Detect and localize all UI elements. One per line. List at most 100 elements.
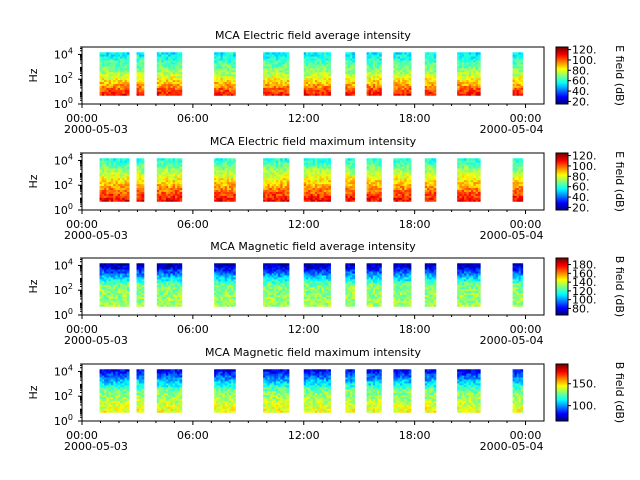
spectrogram-cell [466, 58, 470, 61]
colorbar-strip [556, 48, 568, 51]
spectrogram-cell [122, 173, 125, 177]
spectrogram-cell [393, 193, 396, 196]
spectrogram-cell [138, 73, 142, 77]
spectrogram-cell [473, 91, 477, 94]
spectrogram-cell [303, 71, 307, 75]
spectrogram-cell [273, 177, 277, 181]
spectrogram-cell [126, 164, 130, 167]
spectrogram-cell [379, 67, 382, 71]
spectrogram-cell [269, 77, 273, 81]
spectrogram-cell [115, 179, 119, 183]
spectrogram-cell [402, 164, 405, 167]
spectrogram-cell [170, 83, 174, 86]
spectrogram-cell [120, 89, 123, 92]
spectrogram-cell [319, 52, 323, 55]
spectrogram-cell [406, 77, 410, 81]
spectrogram-cell [269, 73, 273, 77]
spectrogram-cell [108, 298, 112, 301]
spectrogram-cell [138, 170, 142, 173]
spectrogram-cell [170, 65, 174, 69]
spectrogram-cell [177, 191, 180, 194]
spectrogram-cell [138, 54, 142, 57]
spectrogram-cell [406, 177, 410, 181]
spectrogram-cell [429, 197, 432, 200]
spectrogram-cell [424, 69, 428, 73]
spectrogram-cell [216, 65, 219, 69]
spectrogram-cell [433, 91, 437, 94]
spectrogram-cell [399, 56, 403, 59]
x-tick-label: 12:00 [288, 218, 320, 231]
spectrogram-cell [347, 199, 351, 202]
spectrogram-cell [368, 89, 372, 92]
spectrogram-cell [271, 77, 275, 81]
spectrogram-cell [305, 83, 309, 86]
spectrogram-cell [368, 195, 372, 198]
spectrogram-cell [475, 177, 479, 181]
spectrogram-cell [429, 91, 432, 94]
spectrogram-cell [516, 195, 520, 198]
spectrogram-cell [370, 64, 374, 67]
spectrogram-cell [347, 183, 351, 187]
spectrogram-cell [461, 185, 465, 189]
spectrogram-cell [177, 183, 180, 187]
spectrogram-cell [303, 67, 307, 71]
spectrogram-cell [321, 183, 325, 187]
spectrogram-cell [120, 179, 123, 183]
spectrogram-cell [308, 69, 311, 73]
spectrogram-cell [156, 65, 160, 69]
spectrogram-cell [233, 91, 236, 94]
spectrogram-cell [349, 87, 353, 90]
spectrogram-cell [457, 69, 460, 73]
spectrogram-cell [347, 168, 351, 171]
spectrogram-cell [305, 162, 309, 165]
spectrogram-cell [468, 162, 472, 165]
spectrogram-cell [431, 85, 435, 88]
spectrogram-cell [477, 87, 481, 90]
spectrogram-cell [161, 197, 165, 200]
spectrogram-cell [402, 162, 405, 165]
spectrogram-cell [120, 191, 123, 194]
spectrogram-cell [310, 189, 314, 192]
spectrogram-cell [108, 286, 112, 290]
spectrogram-cell [224, 166, 228, 169]
spectrogram-cell [233, 197, 236, 200]
spectrogram-cell [273, 183, 277, 187]
spectrogram-cell [347, 83, 351, 86]
spectrogram-cell [375, 54, 378, 57]
spectrogram-cell [308, 191, 311, 194]
spectrogram-cell [136, 170, 140, 173]
spectrogram-cell [404, 62, 407, 65]
spectrogram-cell [136, 89, 140, 92]
spectrogram-cell [408, 91, 412, 94]
spectrogram-cell [375, 175, 378, 179]
spectrogram-cell [226, 91, 230, 94]
spectrogram-cell [397, 183, 401, 187]
spectrogram-cell [429, 160, 432, 163]
colorbar-strip [556, 169, 568, 171]
spectrogram-cell [308, 79, 311, 83]
spectrogram-cell [349, 168, 353, 171]
spectrogram-cell [106, 187, 110, 190]
colorbar-strip [556, 78, 568, 80]
spectrogram-cell [303, 62, 307, 65]
spectrogram-cell [459, 56, 463, 59]
colorbar-strip [556, 157, 568, 160]
spectrogram-cell [233, 199, 236, 202]
x-tick-label: 06:00 [177, 112, 209, 125]
spectrogram-cell [520, 189, 524, 192]
spectrogram-cell [377, 67, 380, 71]
spectrogram-cell [514, 91, 518, 94]
colorbar-strip [556, 74, 568, 76]
spectrogram-cell [461, 75, 465, 79]
spectrogram-cell [282, 64, 286, 67]
spectrogram-cell [216, 166, 219, 169]
spectrogram-cell [459, 175, 463, 179]
spectrogram-cell [106, 83, 110, 86]
spectrogram-cell [305, 79, 309, 83]
spectrogram-cell [101, 193, 105, 196]
spectrogram-cell [226, 83, 230, 86]
spectrogram-cell [117, 199, 121, 202]
spectrogram-cell [278, 79, 281, 83]
spectrogram-cell [138, 93, 142, 96]
spectrogram-cell [172, 81, 176, 84]
